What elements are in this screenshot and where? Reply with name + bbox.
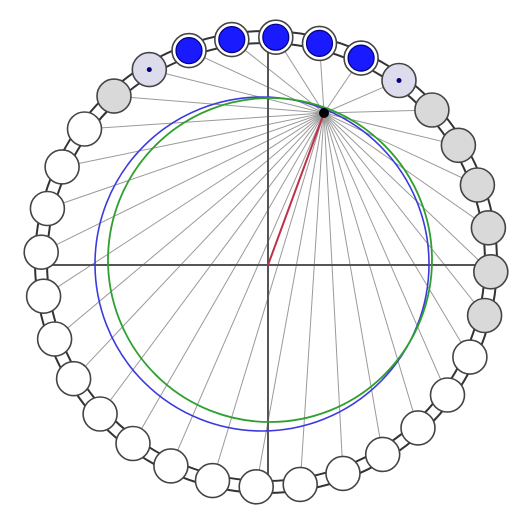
bead <box>343 40 379 76</box>
bead-outline <box>82 396 118 432</box>
ray-line <box>99 112 325 415</box>
bead <box>44 149 80 185</box>
bead <box>153 448 189 484</box>
bead-outline <box>55 360 92 397</box>
bead-fill <box>175 36 203 65</box>
ray-line <box>323 112 384 455</box>
ray-line <box>170 112 325 467</box>
bead-outline <box>364 436 401 473</box>
bead-fill <box>262 23 290 51</box>
bead <box>131 51 168 88</box>
ray-line <box>323 112 448 396</box>
bead <box>25 278 62 315</box>
bead <box>257 19 294 56</box>
bead <box>440 127 477 164</box>
bead-center-dot <box>396 78 402 83</box>
ray-line <box>47 112 325 209</box>
bead <box>29 190 66 227</box>
ray-line <box>323 109 432 114</box>
bead <box>36 321 73 357</box>
ray-line <box>323 112 459 146</box>
bead <box>459 167 496 203</box>
ray-line <box>84 112 325 130</box>
bead-outline <box>96 78 132 114</box>
bead-outline <box>459 167 496 203</box>
ray-line <box>40 112 325 253</box>
ray-line <box>231 39 325 114</box>
green-circle <box>107 97 433 423</box>
ray-line <box>323 112 492 273</box>
bead-fill <box>218 25 246 54</box>
bead-outline <box>414 92 450 128</box>
pivot-point <box>319 108 329 118</box>
bead <box>82 396 118 432</box>
bead <box>466 297 503 334</box>
bead-outline <box>325 455 361 492</box>
bead <box>325 455 361 492</box>
ray-line <box>323 112 485 316</box>
bead-outline <box>153 448 189 484</box>
ray-line <box>188 50 325 114</box>
ray-group <box>40 36 492 487</box>
bead <box>452 339 488 375</box>
bead-fill <box>305 29 334 58</box>
bead-outline <box>36 321 73 357</box>
blue-circle <box>94 96 430 432</box>
bead-center-dot <box>146 67 152 73</box>
bead-group <box>23 19 509 505</box>
bead <box>171 32 207 69</box>
bead-fill <box>347 44 375 72</box>
bead <box>301 25 338 62</box>
bead-outline <box>238 468 275 505</box>
ray-line <box>61 112 325 168</box>
bead-outline <box>400 410 436 446</box>
ray-line <box>132 112 325 444</box>
bead <box>400 410 436 446</box>
bead <box>194 462 231 499</box>
bead-outline <box>44 149 80 185</box>
bead <box>23 234 60 270</box>
bead-outline <box>452 339 488 375</box>
bead <box>381 62 417 99</box>
bead-outline <box>440 127 477 164</box>
bead-outline <box>194 462 231 499</box>
bead <box>96 78 132 114</box>
bead-outline <box>282 466 319 503</box>
bead <box>364 436 401 473</box>
bead-outline <box>429 377 466 413</box>
ray-line <box>149 69 325 114</box>
ray-line <box>323 112 344 474</box>
bead <box>238 468 275 505</box>
bead-outline <box>472 253 509 290</box>
ray-line <box>113 95 325 114</box>
ray-line <box>299 112 325 485</box>
bead <box>470 210 507 246</box>
bead <box>429 377 466 413</box>
bead <box>214 21 250 58</box>
ray-line <box>323 112 419 429</box>
bead-outline <box>29 190 66 227</box>
bead-outline <box>25 278 62 315</box>
bead <box>66 111 103 147</box>
bead <box>472 253 509 290</box>
bead <box>414 92 450 128</box>
ray-line <box>323 112 489 229</box>
bead <box>115 425 151 462</box>
bead <box>282 466 319 503</box>
highlight-segment <box>267 112 325 266</box>
bead-outline <box>115 425 151 462</box>
bead-outline <box>66 111 103 147</box>
ray-line <box>323 112 478 186</box>
bead-outline <box>23 234 60 270</box>
bead-outline <box>466 297 503 334</box>
bead-outline <box>470 210 507 246</box>
ray-line <box>73 112 325 380</box>
bead <box>55 360 92 397</box>
ray-line <box>323 112 471 358</box>
